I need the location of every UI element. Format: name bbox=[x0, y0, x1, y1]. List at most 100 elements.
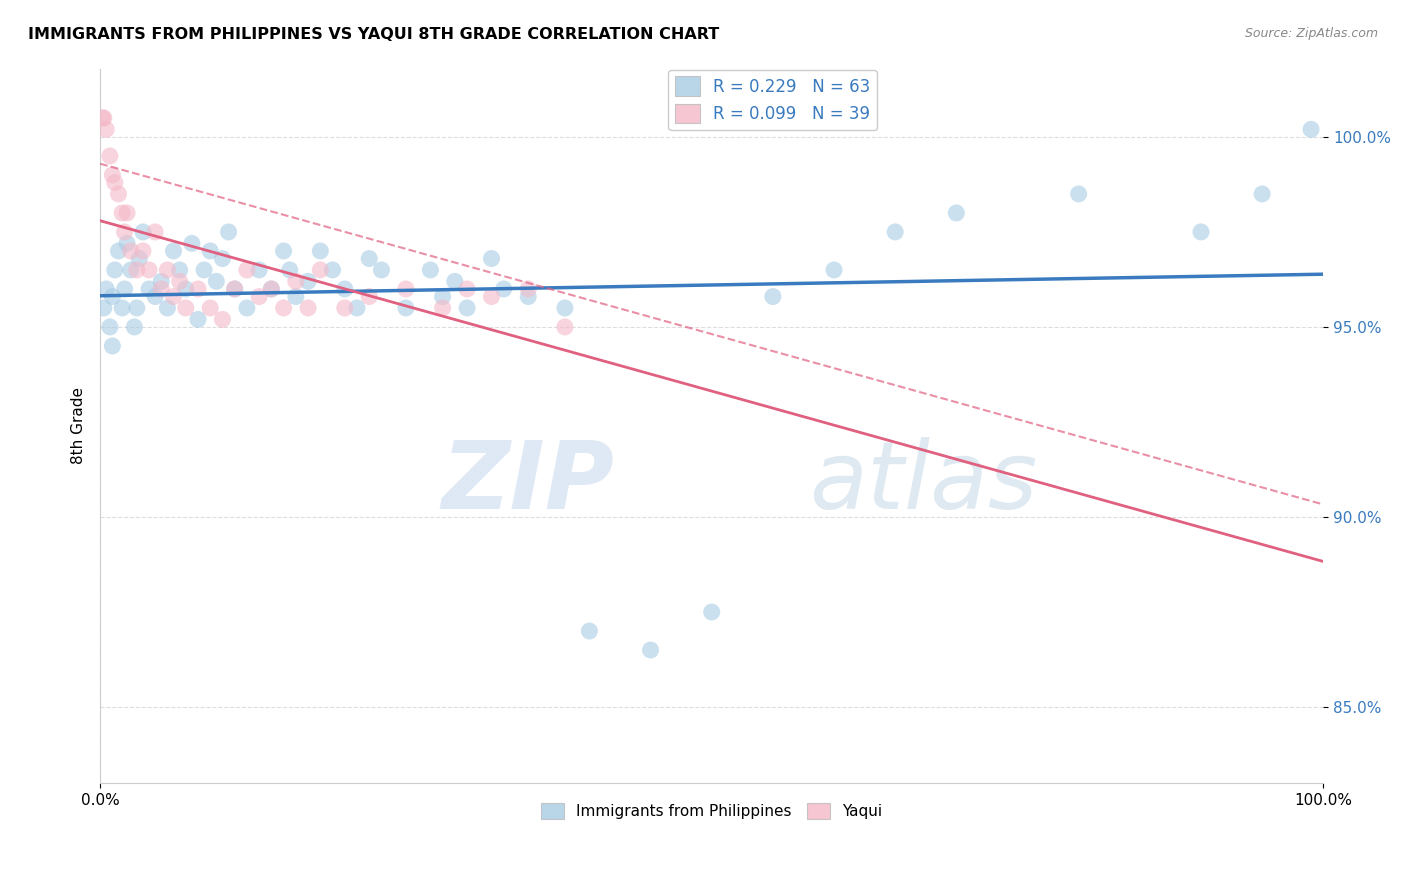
Point bbox=[162, 289, 184, 303]
Point bbox=[333, 282, 356, 296]
Point bbox=[297, 274, 319, 288]
Point bbox=[96, 122, 118, 136]
Point bbox=[120, 244, 142, 258]
Point bbox=[91, 111, 114, 125]
Point bbox=[150, 282, 173, 296]
Point bbox=[200, 244, 222, 258]
Point bbox=[554, 301, 576, 315]
Point bbox=[156, 263, 179, 277]
Point bbox=[138, 263, 160, 277]
Point bbox=[138, 282, 160, 296]
Point bbox=[1299, 122, 1322, 136]
Point bbox=[359, 289, 381, 303]
Legend: Immigrants from Philippines, Yaqui: Immigrants from Philippines, Yaqui bbox=[536, 797, 889, 825]
Point bbox=[236, 263, 259, 277]
Point bbox=[309, 244, 332, 258]
Point bbox=[333, 301, 356, 315]
Point bbox=[115, 236, 138, 251]
Y-axis label: 8th Grade: 8th Grade bbox=[72, 387, 86, 464]
Point bbox=[1067, 186, 1090, 201]
Point bbox=[107, 186, 129, 201]
Point bbox=[125, 301, 148, 315]
Point bbox=[432, 289, 454, 303]
Point bbox=[101, 289, 124, 303]
Point bbox=[260, 282, 283, 296]
Point bbox=[640, 643, 662, 657]
Text: ZIP: ZIP bbox=[441, 437, 614, 529]
Text: atlas: atlas bbox=[810, 437, 1038, 528]
Point bbox=[169, 263, 191, 277]
Point bbox=[156, 301, 179, 315]
Point bbox=[359, 252, 381, 266]
Point bbox=[322, 263, 344, 277]
Point bbox=[346, 301, 368, 315]
Point bbox=[128, 252, 150, 266]
Point bbox=[200, 301, 222, 315]
Point bbox=[236, 301, 259, 315]
Point bbox=[309, 263, 332, 277]
Text: Source: ZipAtlas.com: Source: ZipAtlas.com bbox=[1244, 27, 1378, 40]
Point bbox=[218, 225, 240, 239]
Point bbox=[193, 263, 215, 277]
Point bbox=[143, 289, 166, 303]
Point bbox=[456, 282, 478, 296]
Point bbox=[823, 263, 845, 277]
Point bbox=[187, 312, 209, 326]
Point bbox=[278, 263, 301, 277]
Point bbox=[211, 252, 233, 266]
Point bbox=[419, 263, 441, 277]
Point bbox=[111, 206, 134, 220]
Point bbox=[517, 289, 540, 303]
Point bbox=[224, 282, 246, 296]
Point bbox=[884, 225, 907, 239]
Point bbox=[132, 244, 155, 258]
Point bbox=[432, 301, 454, 315]
Point bbox=[456, 301, 478, 315]
Point bbox=[187, 282, 209, 296]
Point bbox=[554, 320, 576, 334]
Point bbox=[247, 289, 270, 303]
Point bbox=[120, 263, 142, 277]
Point bbox=[150, 274, 173, 288]
Point bbox=[224, 282, 246, 296]
Point bbox=[578, 624, 600, 638]
Point bbox=[297, 301, 319, 315]
Point bbox=[96, 282, 118, 296]
Point bbox=[284, 274, 307, 288]
Point bbox=[104, 176, 127, 190]
Text: IMMIGRANTS FROM PHILIPPINES VS YAQUI 8TH GRADE CORRELATION CHART: IMMIGRANTS FROM PHILIPPINES VS YAQUI 8TH… bbox=[28, 27, 720, 42]
Point bbox=[101, 339, 124, 353]
Point bbox=[174, 301, 197, 315]
Point bbox=[395, 301, 418, 315]
Point bbox=[700, 605, 723, 619]
Point bbox=[762, 289, 785, 303]
Point bbox=[180, 236, 202, 251]
Point bbox=[111, 301, 134, 315]
Point bbox=[284, 289, 307, 303]
Point bbox=[1189, 225, 1212, 239]
Point bbox=[370, 263, 392, 277]
Point bbox=[481, 289, 503, 303]
Point bbox=[125, 263, 148, 277]
Point bbox=[1251, 186, 1274, 201]
Point bbox=[211, 312, 233, 326]
Point bbox=[162, 244, 184, 258]
Point bbox=[98, 149, 121, 163]
Point bbox=[169, 274, 191, 288]
Point bbox=[444, 274, 467, 288]
Point bbox=[93, 111, 115, 125]
Point bbox=[98, 320, 121, 334]
Point bbox=[101, 168, 124, 182]
Point bbox=[174, 282, 197, 296]
Point bbox=[395, 282, 418, 296]
Point bbox=[492, 282, 515, 296]
Point bbox=[247, 263, 270, 277]
Point bbox=[115, 206, 138, 220]
Point bbox=[124, 320, 146, 334]
Point bbox=[114, 282, 136, 296]
Point bbox=[205, 274, 228, 288]
Point bbox=[273, 301, 295, 315]
Point bbox=[945, 206, 967, 220]
Point bbox=[114, 225, 136, 239]
Point bbox=[273, 244, 295, 258]
